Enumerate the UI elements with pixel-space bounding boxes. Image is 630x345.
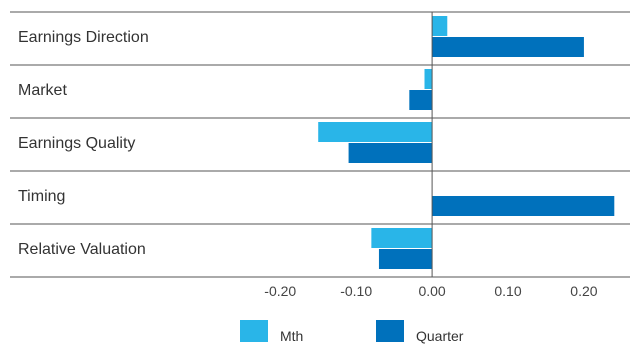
- x-tick-label: -0.20: [264, 283, 296, 299]
- x-tick-label: -0.10: [340, 283, 372, 299]
- bar-quarter-relative-valuation: [378, 249, 433, 269]
- x-tick-label: 0.00: [418, 283, 445, 299]
- x-tick-label: 0.10: [494, 283, 521, 299]
- bar-mth-earnings-quality: [318, 122, 433, 142]
- category-label: Market: [18, 82, 67, 99]
- bar-quarter-timing: [432, 196, 615, 216]
- bar-mth-market: [424, 69, 433, 89]
- bar-mth-relative-valuation: [371, 228, 433, 248]
- category-label: Earnings Direction: [18, 29, 149, 46]
- bar-quarter-earnings-direction: [432, 37, 584, 57]
- legend-label-quarter: Quarter: [416, 328, 464, 344]
- category-label: Relative Valuation: [18, 241, 146, 258]
- bar-quarter-market: [409, 90, 433, 110]
- legend-swatch-quarter: [376, 320, 404, 342]
- category-label: Timing: [18, 188, 65, 205]
- category-label: Earnings Quality: [18, 135, 135, 152]
- legend-swatch-mth: [240, 320, 268, 342]
- bar-quarter-earnings-quality: [348, 143, 433, 163]
- legend-label-mth: Mth: [280, 328, 303, 344]
- x-tick-label: 0.20: [570, 283, 597, 299]
- bar-mth-earnings-direction: [432, 16, 448, 36]
